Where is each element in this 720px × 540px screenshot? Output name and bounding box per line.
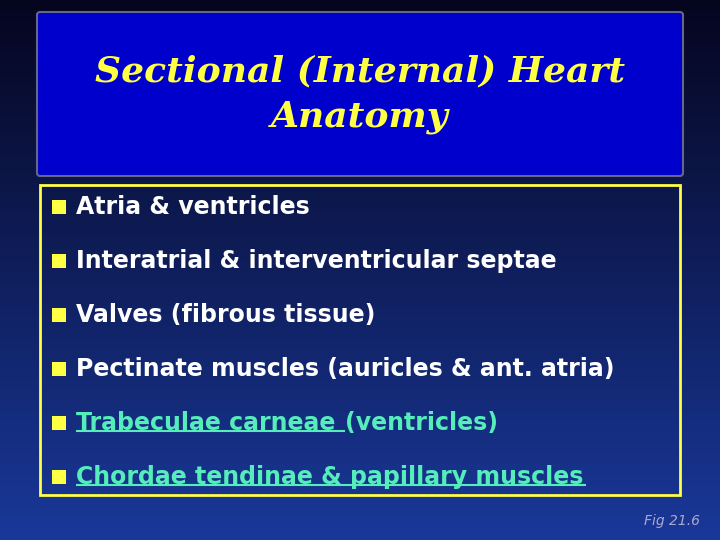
Bar (52, 254, 66, 268)
Bar (52, 200, 66, 214)
Bar (52, 308, 66, 322)
Bar (52, 470, 66, 484)
Bar (52, 362, 66, 376)
FancyBboxPatch shape (37, 12, 683, 176)
Text: Sectional (Internal) Heart
Anatomy: Sectional (Internal) Heart Anatomy (95, 55, 625, 133)
Text: Fig 21.6: Fig 21.6 (644, 514, 700, 528)
Text: Trabeculae carneae: Trabeculae carneae (76, 411, 343, 435)
Text: Chordae tendinae & papillary muscles: Chordae tendinae & papillary muscles (76, 465, 583, 489)
Bar (52, 416, 66, 430)
Text: Valves (fibrous tissue): Valves (fibrous tissue) (76, 303, 375, 327)
Text: (ventricles): (ventricles) (345, 411, 498, 435)
Text: Interatrial & interventricular septae: Interatrial & interventricular septae (76, 249, 557, 273)
Text: Pectinate muscles (auricles & ant. atria): Pectinate muscles (auricles & ant. atria… (76, 357, 614, 381)
Text: Atria & ventricles: Atria & ventricles (76, 195, 310, 219)
